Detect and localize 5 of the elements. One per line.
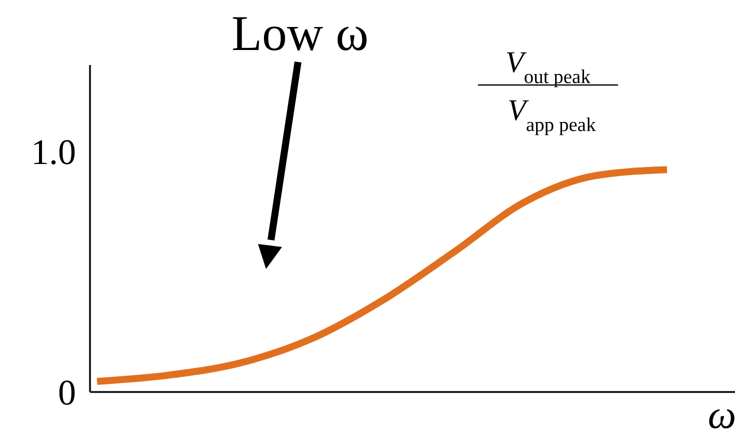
y-axis-title: V$_{out peak}$ V$_{app peak}$ <box>506 46 596 136</box>
y-tick-label: 1.0 <box>31 132 76 172</box>
text: Low ω <box>231 5 369 61</box>
y-tick-label: 0 <box>58 372 76 413</box>
x-axis-title: ω <box>708 392 735 436</box>
